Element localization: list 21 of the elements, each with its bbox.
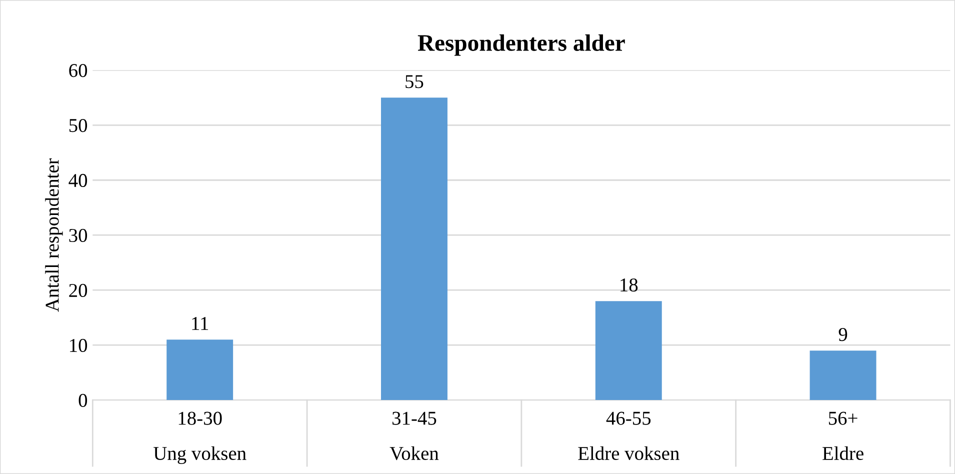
y-tick-label: 20 <box>69 284 88 298</box>
y-tick-label: 0 <box>78 394 88 407</box>
y-tick-label: 50 <box>69 118 88 132</box>
y-axis-title: Antall respondenter <box>45 158 63 312</box>
x-tick-label: 46-55 Eldre voksen <box>578 412 680 460</box>
x-tick-label: 31-45 Voken <box>390 412 439 460</box>
y-tick-label: 40 <box>68 174 88 188</box>
x-tick-label: 56+ Eldre <box>822 412 864 460</box>
bar <box>381 98 448 400</box>
bar <box>595 301 662 400</box>
data-label: 55 <box>406 75 424 88</box>
bar <box>810 350 876 400</box>
chart-title: Respondenters alder <box>418 34 625 56</box>
y-tick-label: 60 <box>69 64 88 78</box>
data-label: 11 <box>192 317 208 330</box>
data-label: 18 <box>620 278 638 292</box>
y-tick-label: 10 <box>70 338 88 352</box>
data-label: 9 <box>838 328 848 342</box>
y-tick-label: 30 <box>69 228 88 242</box>
bar <box>166 340 234 400</box>
x-tick-label: 18-30 Ung voksen <box>154 412 246 464</box>
